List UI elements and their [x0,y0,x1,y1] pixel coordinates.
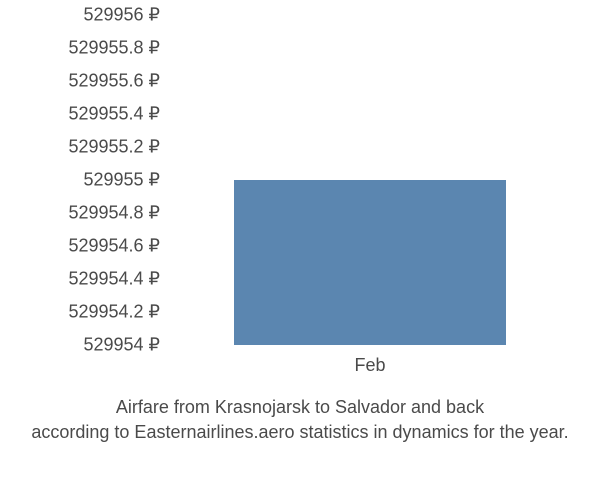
bar [234,180,506,345]
chart-area: 529956 ₽529955.8 ₽529955.6 ₽529955.4 ₽52… [30,15,570,395]
y-axis: 529956 ₽529955.8 ₽529955.6 ₽529955.4 ₽52… [30,15,160,345]
y-tick: 529955.6 ₽ [30,71,160,92]
y-tick: 529955.2 ₽ [30,137,160,158]
y-tick: 529956 ₽ [30,5,160,26]
caption-line2: according to Easternairlines.aero statis… [31,422,568,442]
y-tick: 529955.8 ₽ [30,38,160,59]
y-tick: 529954.2 ₽ [30,302,160,323]
y-tick: 529954.8 ₽ [30,203,160,224]
y-tick: 529954 ₽ [30,335,160,356]
y-tick: 529954.4 ₽ [30,269,160,290]
y-tick: 529955 ₽ [30,170,160,191]
x-tick-label: Feb [234,355,506,376]
chart-caption: Airfare from Krasnojarsk to Salvador and… [0,395,600,445]
y-tick: 529954.6 ₽ [30,236,160,257]
y-tick: 529955.4 ₽ [30,104,160,125]
plot-area [170,15,570,345]
caption-line1: Airfare from Krasnojarsk to Salvador and… [116,397,484,417]
